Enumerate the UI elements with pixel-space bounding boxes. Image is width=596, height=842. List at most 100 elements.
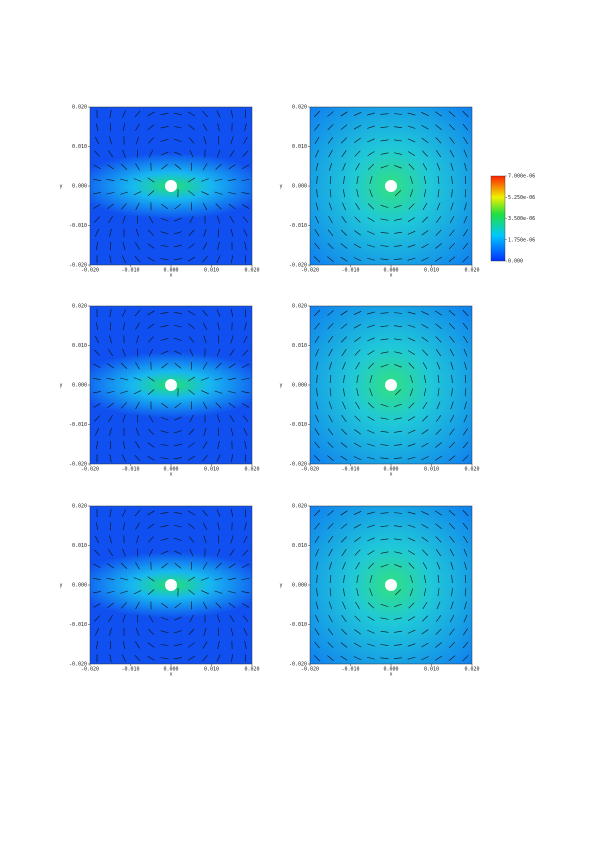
vector-arrow (462, 242, 469, 250)
vector-arrow (451, 374, 453, 384)
vector-arrow (242, 349, 249, 356)
vector-arrow (174, 643, 182, 647)
vector-arrow (93, 591, 101, 594)
vector-arrow (147, 177, 155, 183)
vector-arrow (217, 641, 220, 649)
vector-arrow (421, 415, 429, 422)
vector-arrow (356, 388, 359, 397)
vector-arrow (109, 509, 112, 517)
vector-arrow (228, 402, 236, 409)
vector-arrow (161, 363, 168, 369)
vector-arrow (190, 561, 193, 570)
vector-arrow (148, 628, 154, 635)
vector-arrow (355, 202, 360, 210)
vector-arrow (327, 137, 334, 144)
vector-arrow (464, 189, 467, 198)
vector-arrow (394, 589, 402, 596)
vector-arrow (407, 324, 416, 328)
vector-arrow (463, 628, 468, 636)
vector-arrow (229, 349, 235, 357)
vector-arrow (353, 323, 362, 329)
vector-arrow (435, 642, 442, 648)
vector-arrow (188, 190, 195, 196)
vector-arrow (241, 391, 250, 394)
vector-arrow (190, 162, 193, 171)
vector-arrow (174, 524, 182, 528)
vector-arrow (329, 175, 332, 185)
vector-arrow (228, 577, 236, 581)
x-tick-label: -0.020 (301, 667, 319, 673)
colorbar (490, 175, 506, 262)
vector-arrow (421, 336, 429, 343)
x-tick-label: -0.010 (341, 667, 359, 673)
vector-arrow (315, 361, 319, 370)
vector-arrow (120, 191, 128, 195)
vector-arrow (244, 322, 247, 331)
vector-arrow (343, 189, 345, 198)
cylinder (165, 180, 177, 192)
vector-arrow (435, 137, 442, 144)
vector-arrow (328, 548, 333, 557)
vector-arrow (120, 362, 128, 369)
vector-arrow (409, 388, 414, 397)
vector-arrow (356, 375, 359, 383)
vector-arrow (95, 522, 99, 531)
vector-arrow (188, 137, 195, 144)
vector-arrow (160, 550, 169, 555)
vector-arrow (107, 563, 114, 569)
vector-arrow (160, 657, 169, 660)
vector-arrow (327, 229, 334, 237)
vector-arrow (448, 310, 456, 316)
vector-arrow (356, 588, 359, 597)
vector-arrow (187, 111, 196, 117)
vector-arrow (380, 444, 389, 446)
vector-arrow (369, 176, 373, 184)
vector-arrow (133, 590, 142, 595)
vector-arrow (329, 374, 332, 384)
vector-arrow (367, 550, 375, 555)
vector-arrow (340, 256, 348, 262)
vector-arrow (355, 562, 360, 570)
vector-arrow (328, 215, 333, 224)
vector-arrow (243, 535, 248, 544)
vector-arrow (340, 229, 348, 236)
vector-arrow (435, 150, 442, 158)
colorbar-label: 7.000e-06 (508, 174, 535, 180)
vector-arrow (327, 510, 334, 516)
vector-arrow (95, 428, 99, 436)
vector-arrow (369, 588, 373, 597)
vector-arrow (340, 642, 348, 648)
vector-arrow (410, 176, 413, 184)
vector-arrow (135, 522, 140, 530)
vector-arrow (380, 165, 389, 169)
vector-arrow (242, 216, 249, 223)
vector-arrow (160, 443, 169, 447)
vector-arrow (435, 323, 442, 329)
vector-arrow (107, 602, 114, 609)
vector-arrow (407, 350, 416, 355)
vector-arrow (341, 216, 347, 224)
vector-arrow (160, 112, 169, 116)
vector-arrow (407, 629, 416, 634)
y-axis-label: y (279, 383, 282, 389)
vector-arrow (109, 309, 112, 317)
vector-arrow (242, 150, 249, 157)
vector-arrow (174, 125, 182, 129)
vector-arrow (449, 614, 455, 623)
vector-arrow (160, 311, 169, 315)
vector-arrow (340, 111, 348, 117)
vector-arrow (343, 175, 345, 185)
vector-arrow (449, 536, 455, 543)
vector-arrow (394, 564, 402, 568)
vector-arrow (228, 390, 236, 394)
vector-arrow (380, 152, 389, 155)
vector-arrow (367, 456, 375, 460)
vector-arrow (134, 509, 141, 517)
vector-arrow (353, 442, 362, 448)
vector-arrow (148, 548, 154, 557)
vector-arrow (93, 563, 101, 569)
vector-arrow (133, 390, 142, 395)
y-tick-label: 0.020 (72, 304, 87, 310)
vector-arrow (421, 112, 429, 116)
vector-arrow (174, 362, 182, 369)
